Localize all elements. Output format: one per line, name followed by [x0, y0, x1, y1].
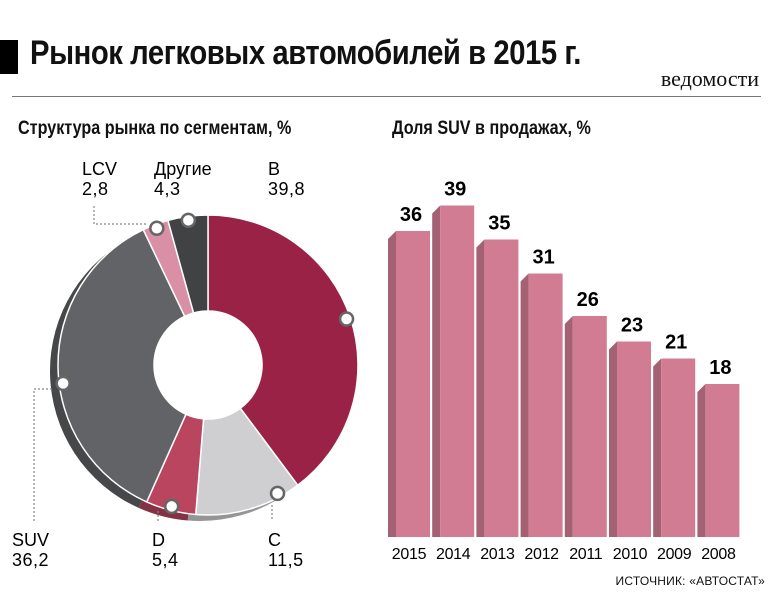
bar-value-2013: 35 [488, 213, 510, 235]
pie-value-c: 11,5 [268, 550, 304, 570]
pie-value-other: 4,3 [154, 179, 181, 199]
bar-2008 [705, 384, 740, 537]
source-note: ИСТОЧНИК: «АВТОСТАТ» [615, 574, 765, 588]
page-title: Рынок легковых автомобилей в 2015 г. [30, 34, 581, 72]
bar-2010 [617, 341, 651, 537]
callout-marker-c [269, 485, 286, 502]
x-tick-2010: 2010 [613, 546, 648, 563]
bar-side-2013 [476, 239, 485, 537]
bar-value-2012: 31 [532, 247, 554, 269]
bar-chart-title: Доля SUV в продажах, % [392, 118, 591, 139]
bar-2013 [484, 239, 519, 537]
bar-2011 [572, 316, 607, 537]
callout-line-lcv [93, 206, 146, 225]
pie-label-c: C [268, 530, 281, 550]
donut-hole [153, 310, 263, 420]
bar-side-2012 [520, 273, 529, 537]
bar-side-2008 [697, 384, 706, 537]
x-tick-2011: 2011 [569, 546, 603, 563]
x-tick-2013: 2013 [480, 546, 515, 563]
pie-label-other: Другие [154, 159, 212, 179]
bar-2009 [661, 358, 696, 537]
pie-label-d: D [152, 530, 165, 550]
bar-2015 [396, 231, 430, 537]
bar-value-2011: 26 [577, 289, 599, 311]
title-accent-bar [0, 40, 18, 74]
bar-value-2009: 21 [665, 332, 687, 354]
header-divider [12, 96, 761, 97]
callout-line-suv [33, 388, 52, 522]
callout-marker-b [338, 311, 355, 327]
callout-marker-lcv [149, 220, 165, 237]
pie-label-suv: SUV [12, 530, 49, 550]
x-tick-2008: 2008 [701, 546, 736, 563]
x-tick-2012: 2012 [524, 546, 559, 563]
bar-side-2010 [609, 341, 617, 537]
callout-marker-other [180, 212, 197, 229]
bar-2012 [528, 273, 563, 537]
bar-chart: 36 2015 39 2014 35 2013 31 2012 26 2011 23 2010 21 20… [388, 179, 740, 563]
x-tick-2014: 2014 [436, 546, 471, 563]
bar-side-2009 [653, 358, 662, 537]
pie-value-suv: 36,2 [12, 550, 49, 570]
pie-label-b: B [268, 159, 280, 179]
bar-side-2015 [388, 231, 396, 537]
x-tick-2009: 2009 [657, 546, 692, 563]
bar-2014 [440, 205, 475, 537]
callout-marker-suv [55, 375, 71, 392]
x-tick-2015: 2015 [392, 546, 427, 563]
callout-marker-d [163, 498, 180, 515]
brand-logo: ведомости [660, 66, 759, 91]
pie-value-d: 5,4 [152, 550, 179, 570]
pie-value-b: 39,8 [268, 179, 305, 199]
bar-side-2011 [564, 316, 573, 537]
pie-value-lcv: 2,8 [82, 179, 109, 199]
bar-value-2008: 18 [709, 357, 731, 379]
bar-value-2010: 23 [621, 315, 643, 337]
pie-label-lcv: LCV [82, 159, 117, 179]
bar-side-2014 [432, 205, 441, 537]
bar-value-2014: 39 [444, 179, 466, 201]
pie-chart-title: Структура рынка по сегментам, % [18, 118, 292, 139]
bar-value-2015: 36 [400, 204, 422, 226]
